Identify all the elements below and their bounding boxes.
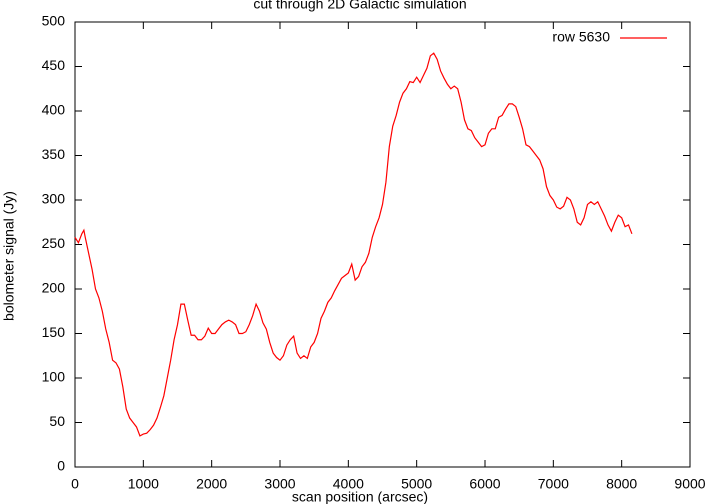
x-axis-label: scan position (arcsec) <box>292 489 428 504</box>
x-tick-label: 7000 <box>538 476 569 492</box>
y-tick-label: 200 <box>42 280 66 296</box>
y-tick-label: 150 <box>42 324 66 340</box>
legend-label: row 5630 <box>552 29 610 45</box>
y-tick-label: 50 <box>49 413 65 429</box>
y-axis-label: bolometer signal (Jy) <box>1 191 17 321</box>
x-tick-label: 4000 <box>333 476 364 492</box>
y-tick-label: 100 <box>42 369 66 385</box>
x-tick-label: 0 <box>71 476 79 492</box>
y-tick-label: 500 <box>42 13 66 29</box>
x-tick-label: 8000 <box>606 476 637 492</box>
y-tick-label: 400 <box>42 102 66 118</box>
x-tick-label: 6000 <box>469 476 500 492</box>
y-tick-label: 300 <box>42 191 66 207</box>
y-tick-label: 350 <box>42 146 66 162</box>
x-tick-label: 9000 <box>674 476 705 492</box>
x-tick-label: 2000 <box>196 476 227 492</box>
x-tick-label: 3000 <box>264 476 295 492</box>
y-tick-label: 0 <box>57 458 65 474</box>
y-tick-label: 250 <box>42 235 66 251</box>
x-tick-label: 5000 <box>401 476 432 492</box>
y-tick-label: 450 <box>42 57 66 73</box>
x-tick-label: 1000 <box>128 476 159 492</box>
data-line <box>74 52 633 437</box>
chart-title: cut through 2D Galactic simulation <box>253 0 466 12</box>
